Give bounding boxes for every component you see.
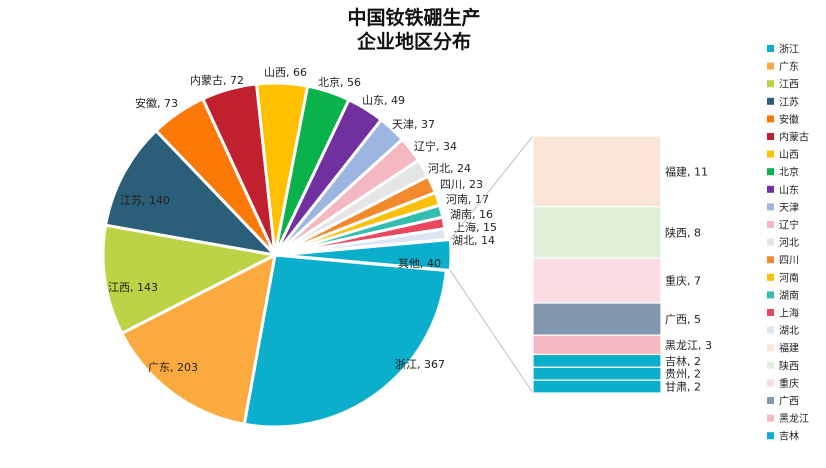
data-label: 甘肃, 2 [665,381,701,394]
chart-title-line: 企业地区分布 [356,30,471,53]
chart-title-line: 中国钕铁硼生产 [347,6,480,29]
pie-slice [103,128,280,258]
bar-segment [532,353,662,368]
data-label: 河北, 24 [428,162,471,175]
data-label: 浙江, 367 [395,358,445,371]
legend-label: 安徽 [779,113,799,126]
data-label: 山西, 66 [264,66,307,79]
legend-swatch [767,203,774,211]
legend-swatch [767,221,774,228]
bar-segment [532,379,662,394]
legend-swatch [767,309,774,316]
data-label: 四川, 23 [440,178,483,191]
legend-label: 黑龙江 [779,412,809,425]
data-label: 湖北, 14 [452,234,495,247]
legend-swatch [767,45,774,52]
legend-label: 湖北 [779,325,799,337]
legend-label: 江苏 [779,95,799,108]
legend-label: 湖南 [779,289,799,302]
data-label: 广东, 203 [148,361,198,374]
data-label: 辽宁, 34 [414,139,457,153]
pie-slice [278,237,453,273]
legend-label: 天津 [779,202,799,214]
data-label: 贵州, 2 [665,368,701,381]
pie-slice [119,252,278,426]
legend-label: 吉林 [779,430,799,443]
data-label: 天津, 37 [392,118,435,131]
legend-label: 上海 [779,307,799,320]
data-label: 江西, 143 [108,281,158,294]
connector-lines [449,135,534,394]
data-label: 重庆, 7 [665,274,701,288]
data-label: 上海, 15 [454,220,497,234]
bar-segment [532,334,662,356]
legend-label: 四川 [779,256,799,267]
legend-swatch [767,397,774,404]
other-breakdown-bar: 福建, 11 陕西, 8 重庆, 7 广西, 5 黑龙江, 3 吉林, 2贵州, 2甘肃,… [532,135,712,394]
data-label: 湖南, 16 [450,208,493,221]
legend-swatch [767,414,774,422]
data-label: 福建, 11 [665,164,708,178]
legend-swatch [767,97,774,105]
legend-swatch [767,62,774,70]
legend-label: 广东 [779,60,799,73]
legend-swatch [767,238,774,246]
legend-swatch [767,256,774,264]
data-label: 陕西, 8 [665,225,701,239]
legend-label: 陕西 [779,359,799,372]
legend-label: 江西 [779,79,799,91]
legend-label: 河南 [779,271,799,284]
data-label: 河南, 17 [446,193,489,206]
bar-segment [532,135,662,208]
legend-swatch [767,326,774,334]
data-label: 黑龙江, 3 [665,339,712,352]
legend-swatch [767,361,774,369]
legend-swatch [767,432,774,440]
data-label: 其他, 40 [398,257,441,270]
legend-swatch [767,133,774,140]
legend-swatch [767,80,774,88]
legend-swatch [767,379,774,387]
pie: 浙江, 367 广东, 203 江西, 143 江苏, 140 安徽, 73 内蒙古, 7… [101,66,497,429]
legend: 浙江广东江西江苏安徽内蒙古山西北京山东天津辽宁河北四川河南湖南上海湖北福建陕西重… [767,44,809,443]
legend-label: 山西 [779,149,799,161]
data-label: 北京, 56 [318,75,361,89]
bar-segment [532,257,662,304]
bar-segment [532,206,662,259]
bar-segment [532,366,662,381]
legend-label: 广西 [779,396,799,408]
data-label: 江苏, 140 [120,194,170,207]
data-label: 安徽, 73 [135,96,178,110]
legend-label: 河北 [779,237,799,249]
legend-swatch [767,273,774,281]
pie-slice [101,223,280,336]
legend-swatch [767,185,774,193]
legend-label: 辽宁 [779,219,799,232]
legend-label: 内蒙古 [779,131,809,144]
legend-swatch [767,344,774,352]
legend-label: 福建 [779,342,799,355]
pie-slice [242,253,448,429]
data-label: 吉林, 2 [665,354,701,368]
data-label: 广西, 5 [665,313,701,326]
bar-segment [532,302,662,336]
legend-swatch [767,115,774,123]
legend-label: 北京 [779,166,799,179]
legend-label: 重庆 [779,377,799,390]
legend-swatch [767,291,774,299]
data-label: 内蒙古, 72 [190,73,244,87]
legend-label: 浙江 [779,44,799,56]
legend-swatch [767,168,774,176]
data-label: 山东, 49 [362,94,405,107]
connector-line [449,135,534,240]
connector-line [449,270,534,394]
legend-label: 山东 [779,183,799,196]
legend-swatch [767,150,774,158]
